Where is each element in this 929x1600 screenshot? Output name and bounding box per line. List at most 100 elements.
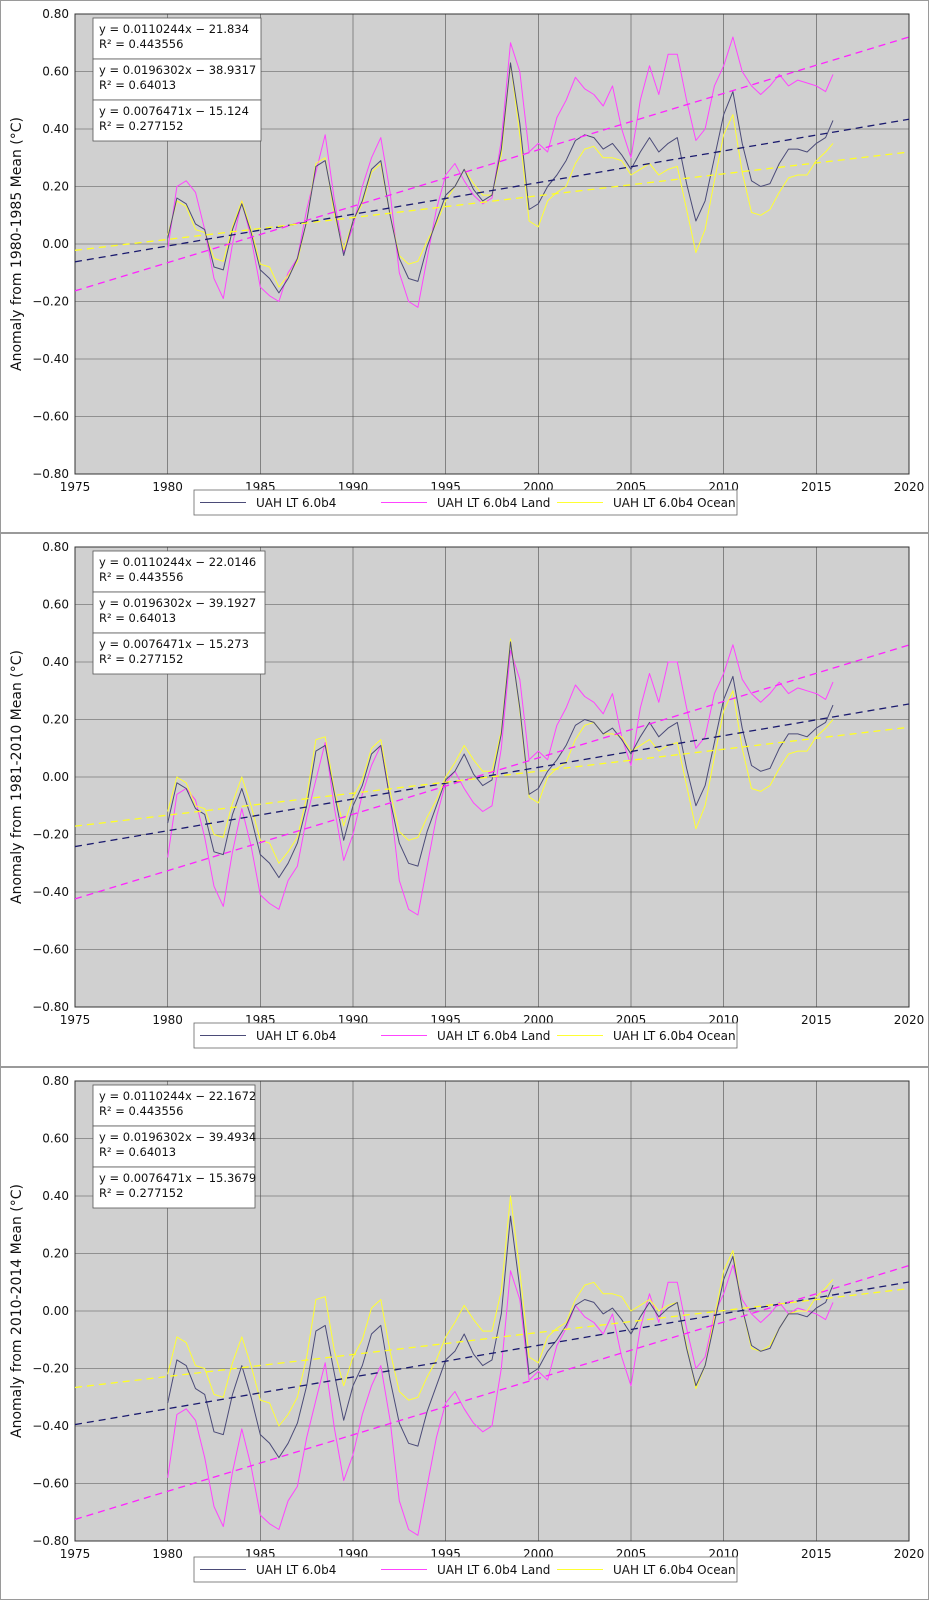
y-tick-label: 0.00: [42, 1304, 69, 1318]
x-tick-label: 2015: [801, 480, 832, 494]
y-tick-label: 0.00: [42, 770, 69, 784]
y-tick-label: 0.00: [42, 237, 69, 251]
regression-box-3: [92, 1166, 256, 1209]
regression-equation: y = 0.0196302x − 39.1927: [99, 596, 256, 610]
y-tick-label: −0.40: [32, 885, 69, 899]
trend-line-3: [75, 1287, 909, 1389]
y-tick-label: 0.20: [42, 713, 69, 727]
legend-label-2: UAH LT 6.0b4 Land: [437, 496, 550, 510]
y-axis-label: Anomaly from 1981-2010 Mean (°C): [9, 650, 25, 904]
legend-box: [193, 489, 738, 516]
legend-label-3: UAH LT 6.0b4 Ocean: [613, 1563, 736, 1577]
x-tick-label: 1975: [60, 1013, 91, 1027]
legend-box: [193, 1556, 738, 1583]
regression-r2: R² = 0.64013: [99, 78, 176, 92]
regression-r2: R² = 0.443556: [99, 37, 183, 51]
regression-equation: y = 0.0196302x − 39.4934: [99, 1130, 256, 1144]
regression-box-2: [92, 1125, 256, 1168]
series-group: [75, 1195, 909, 1536]
trend-line-1: [75, 703, 909, 848]
regression-equation: y = 0.0110244x − 22.1672: [99, 1089, 256, 1103]
regression-box-1: [92, 1084, 256, 1127]
x-tick-label: 2015: [801, 1013, 832, 1027]
series-line-1: [167, 641, 834, 879]
plot-frame: [74, 1080, 910, 1542]
x-tick-label: 1980: [152, 480, 183, 494]
legend-box: [193, 1022, 738, 1049]
x-tick-label: 2020: [894, 1547, 925, 1561]
plot-frame: [74, 546, 910, 1008]
series-line-2: [167, 36, 834, 308]
x-tick-label: 2015: [801, 1547, 832, 1561]
y-tick-label: 0.20: [42, 180, 69, 194]
y-tick-label: 0.60: [42, 65, 69, 79]
y-tick-label: 0.60: [42, 598, 69, 612]
y-tick-label: −0.20: [32, 295, 69, 309]
chart-panel-3: 0.80 0.60 0.40 0.20 0.00 −0.20 −0.40 −0.60 −0.80…: [0, 1067, 929, 1600]
regression-box-3: [92, 99, 262, 142]
legend-label-3: UAH LT 6.0b4 Ocean: [613, 1029, 736, 1043]
series-line-2: [167, 644, 834, 916]
y-tick-label: −0.80: [32, 1534, 69, 1548]
y-tick-label: −0.60: [32, 1477, 69, 1491]
y-tick-label: 0.40: [42, 122, 69, 136]
series-group: [75, 638, 909, 916]
y-tick-label: 0.80: [42, 1074, 69, 1088]
chart-panel-1: 0.80 0.60 0.40 0.20 0.00 −0.20 −0.40 −0.60 −0.80…: [0, 0, 929, 533]
trend-line-1: [75, 1281, 909, 1426]
trend-line-2: [75, 36, 909, 292]
trend-line-3: [75, 151, 909, 251]
x-tick-label: 1980: [152, 1547, 183, 1561]
y-tick-label: 0.20: [42, 1247, 69, 1261]
legend-label-3: UAH LT 6.0b4 Ocean: [613, 496, 736, 510]
chart-2-svg: 0.80 0.60 0.40 0.20 0.00 −0.20 −0.40 −0.60 −0.80…: [9, 540, 925, 1049]
regression-r2: R² = 0.64013: [99, 611, 176, 625]
x-tick-label: 1975: [60, 480, 91, 494]
plot-frame: [74, 13, 910, 475]
regression-equation: y = 0.0110244x − 21.834: [99, 22, 249, 36]
legend-label-1: UAH LT 6.0b4: [256, 496, 336, 510]
regression-r2: R² = 0.443556: [99, 1104, 183, 1118]
regression-box-1: [92, 17, 262, 60]
y-tick-label: 0.80: [42, 540, 69, 554]
regression-equation: y = 0.0076471x − 15.273: [99, 637, 249, 651]
y-tick-label: −0.20: [32, 828, 69, 842]
regression-r2: R² = 0.277152: [99, 1186, 183, 1200]
series-line-1: [167, 1215, 834, 1459]
x-tick-label: 1975: [60, 1547, 91, 1561]
chart-1-svg: 0.80 0.60 0.40 0.20 0.00 −0.20 −0.40 −0.60 −0.80…: [9, 7, 925, 516]
regression-r2: R² = 0.277152: [99, 652, 183, 666]
chart-panel-2: 0.80 0.60 0.40 0.20 0.00 −0.20 −0.40 −0.60 −0.80…: [0, 533, 929, 1067]
series-line-2: [167, 1264, 834, 1536]
regression-box-2: [92, 591, 266, 634]
regression-equation: y = 0.0110244x − 22.0146: [99, 555, 256, 569]
legend-label-2: UAH LT 6.0b4 Land: [437, 1563, 550, 1577]
x-tick-label: 2020: [894, 480, 925, 494]
legend-label-2: UAH LT 6.0b4 Land: [437, 1029, 550, 1043]
y-tick-label: −0.80: [32, 467, 69, 481]
y-tick-label: 0.40: [42, 1189, 69, 1203]
regression-r2: R² = 0.443556: [99, 570, 183, 584]
legend-label-1: UAH LT 6.0b4: [256, 1563, 336, 1577]
y-axis-label: Anomaly from 2010-2014 Mean (°C): [9, 1184, 25, 1438]
regression-r2: R² = 0.64013: [99, 1145, 176, 1159]
x-tick-label: 1980: [152, 1013, 183, 1027]
regression-equation: y = 0.0076471x − 15.124: [99, 104, 249, 118]
trend-line-2: [75, 644, 909, 900]
series-line-1: [167, 62, 834, 294]
series-group: [75, 36, 909, 308]
y-tick-label: −0.80: [32, 1000, 69, 1014]
y-tick-label: −0.40: [32, 1419, 69, 1433]
x-tick-label: 2020: [894, 1013, 925, 1027]
regression-box-2: [92, 58, 262, 101]
legend-label-1: UAH LT 6.0b4: [256, 1029, 336, 1043]
y-tick-label: −0.40: [32, 352, 69, 366]
trend-line-1: [75, 118, 909, 263]
chart-3-svg: 0.80 0.60 0.40 0.20 0.00 −0.20 −0.40 −0.60 −0.80…: [9, 1074, 925, 1583]
series-line-3: [167, 62, 834, 288]
regression-equation: y = 0.0196302x − 38.9317: [99, 63, 256, 77]
trend-line-3: [75, 726, 909, 827]
series-line-3: [167, 1195, 834, 1427]
y-tick-label: −0.60: [32, 410, 69, 424]
